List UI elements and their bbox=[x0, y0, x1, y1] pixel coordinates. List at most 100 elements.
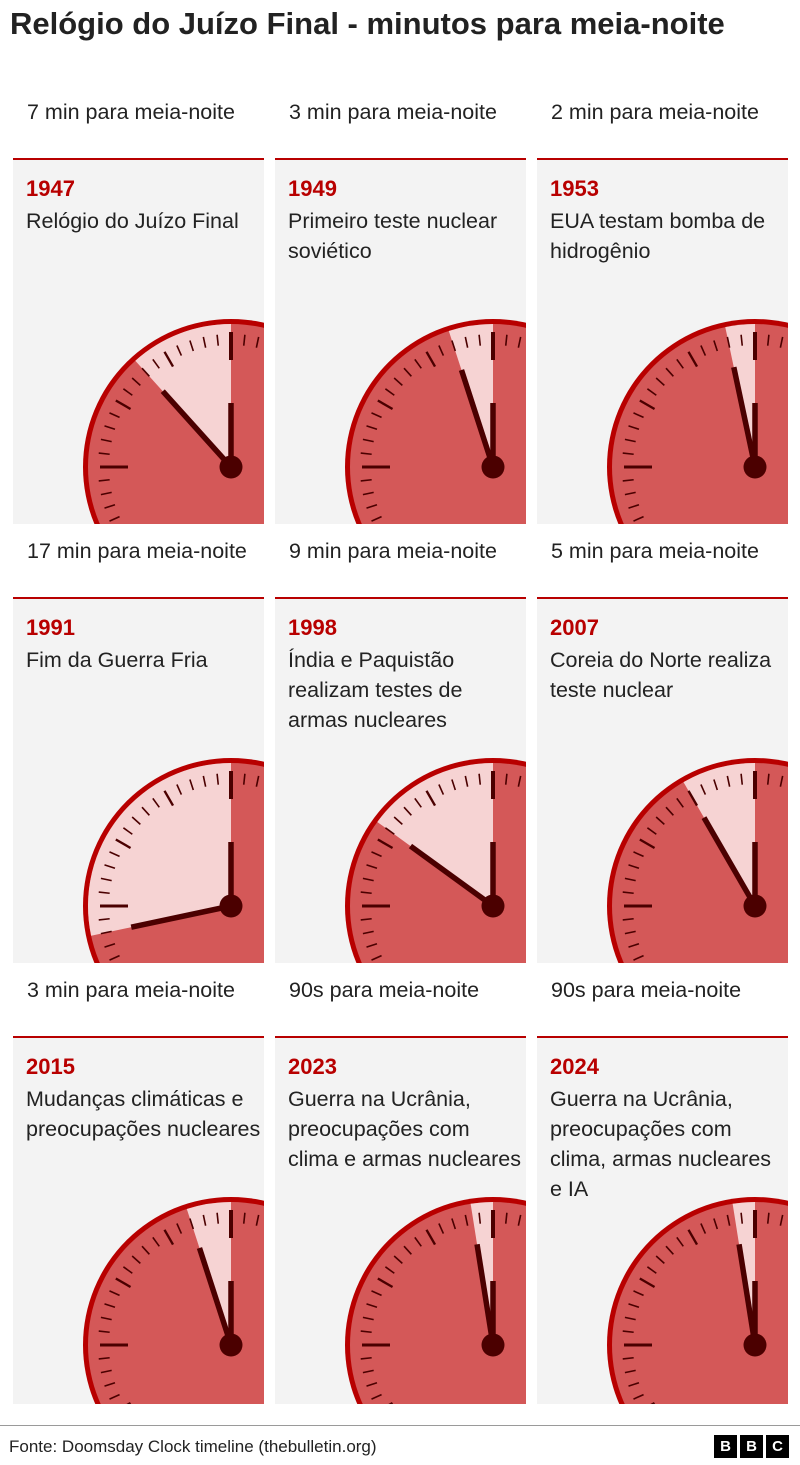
clock-tick bbox=[109, 1393, 120, 1400]
clock-tick bbox=[384, 1266, 395, 1274]
clock-tick bbox=[100, 438, 112, 443]
clock-hub bbox=[481, 1333, 505, 1357]
clock-tick bbox=[371, 515, 382, 522]
clock-tick bbox=[100, 1316, 112, 1321]
minutes-label: 7 min para meia-noite bbox=[27, 100, 235, 124]
clock-tick bbox=[403, 806, 412, 816]
time-remaining-sector bbox=[377, 763, 493, 906]
clock-tick bbox=[176, 1223, 183, 1234]
clock-tick bbox=[414, 797, 422, 808]
clock-hub bbox=[219, 894, 243, 918]
clock-tick bbox=[122, 1266, 133, 1274]
clock-tick bbox=[665, 1245, 674, 1255]
minute-hand bbox=[408, 843, 495, 909]
clock-tick bbox=[628, 1303, 640, 1309]
clock-tick bbox=[633, 1393, 644, 1400]
clock-tick bbox=[425, 1229, 437, 1246]
clock-tick bbox=[109, 851, 120, 858]
clock-tick bbox=[451, 1218, 457, 1230]
clock-tick bbox=[425, 351, 437, 368]
clock-tick bbox=[464, 1214, 469, 1226]
clock-tick bbox=[152, 797, 160, 808]
clock-tick bbox=[438, 345, 445, 356]
clock-tick bbox=[98, 478, 110, 482]
minute-hand bbox=[130, 903, 232, 930]
bbc-logo: B B C bbox=[714, 1435, 789, 1458]
clock-tick bbox=[646, 1266, 657, 1274]
clock-tick bbox=[152, 358, 160, 369]
clock-tick bbox=[360, 917, 372, 921]
year-label: 2023 bbox=[288, 1054, 337, 1079]
clock-card-2015: 3 min para meia-noite 2015 Mudanças clim… bbox=[13, 974, 264, 1404]
clock-tick bbox=[622, 891, 634, 895]
card-body: 1949 Primeiro teste nuclear soviético bbox=[275, 160, 526, 524]
clock-tick bbox=[478, 334, 482, 346]
clock-tick bbox=[360, 452, 372, 456]
year-label: 1953 bbox=[550, 176, 599, 201]
clock-tick bbox=[478, 773, 482, 785]
clock-tick bbox=[504, 1212, 508, 1224]
clock-tick bbox=[740, 334, 744, 346]
clock-face bbox=[612, 1202, 788, 1404]
clock-tick bbox=[360, 891, 372, 895]
card-header: 9 min para meia-noite bbox=[275, 535, 526, 599]
clock-tick bbox=[255, 775, 260, 787]
clock-card-2023: 90s para meia-noite 2023 Guerra na Ucrân… bbox=[275, 974, 526, 1404]
clock-tick bbox=[362, 1369, 374, 1374]
page-title: Relógio do Juízo Final - minutos para me… bbox=[10, 6, 725, 41]
clock-tick bbox=[633, 954, 644, 961]
clock-hub bbox=[743, 455, 767, 479]
year-label: 2007 bbox=[550, 615, 599, 640]
year-label: 2015 bbox=[26, 1054, 75, 1079]
clock-tick bbox=[393, 1255, 403, 1264]
clock-tick bbox=[377, 1277, 394, 1289]
clock-tick bbox=[665, 367, 674, 377]
clock-tick bbox=[676, 1236, 684, 1247]
clock-tick bbox=[115, 1277, 132, 1289]
clock-tick bbox=[622, 452, 634, 456]
clock-tick bbox=[216, 1212, 220, 1224]
clock-icon bbox=[345, 1197, 526, 1404]
clock-tick bbox=[109, 412, 120, 419]
clock-tick bbox=[104, 942, 116, 948]
card-body: 1953 EUA testam bomba de hidrogênio bbox=[537, 160, 788, 524]
clock-tick bbox=[622, 1330, 634, 1334]
clock-tick bbox=[189, 779, 195, 791]
clock-tick bbox=[414, 1236, 422, 1247]
clock-hub bbox=[219, 1333, 243, 1357]
clock-tick bbox=[100, 930, 112, 935]
clock-tick bbox=[109, 515, 120, 522]
minute-hand bbox=[196, 1247, 234, 1346]
logo-letter: B bbox=[714, 1435, 737, 1458]
clock-icon bbox=[607, 1197, 788, 1404]
minute-hand bbox=[474, 1243, 496, 1346]
clock-tick bbox=[740, 773, 744, 785]
clock-tick bbox=[98, 891, 110, 895]
clock-tick bbox=[713, 779, 719, 791]
clock-hub bbox=[743, 894, 767, 918]
clock-icon bbox=[345, 319, 526, 524]
clock-tick bbox=[216, 334, 220, 346]
clock-tick bbox=[438, 1223, 445, 1234]
clock-tick bbox=[624, 877, 636, 882]
card-header: 90s para meia-noite bbox=[275, 974, 526, 1038]
card-body: 1947 Relógio do Juízo Final bbox=[13, 160, 264, 524]
clock-tick bbox=[242, 334, 246, 346]
clock-card-1998: 9 min para meia-noite 1998 Índia e Paqui… bbox=[275, 535, 526, 963]
clock-tick bbox=[713, 1218, 719, 1230]
clock-tick bbox=[624, 930, 636, 935]
clock-tick bbox=[104, 425, 116, 431]
clock-tick bbox=[366, 864, 378, 870]
clock-tick bbox=[141, 1245, 150, 1255]
card-body: 2007 Coreia do Norte realiza teste nucle… bbox=[537, 599, 788, 963]
clock-tick bbox=[98, 452, 110, 456]
clock-tick bbox=[478, 1212, 482, 1224]
clock-tick bbox=[464, 336, 469, 348]
clock-tick bbox=[109, 954, 120, 961]
clock-tick bbox=[687, 351, 699, 368]
clock-tick bbox=[360, 1330, 372, 1334]
clock-tick bbox=[633, 515, 644, 522]
card-body: 2015 Mudanças climáticas e preocupações … bbox=[13, 1038, 264, 1404]
clock-tick bbox=[726, 775, 731, 787]
event-description: Índia e Paquistão realizam testes de arm… bbox=[288, 648, 463, 732]
